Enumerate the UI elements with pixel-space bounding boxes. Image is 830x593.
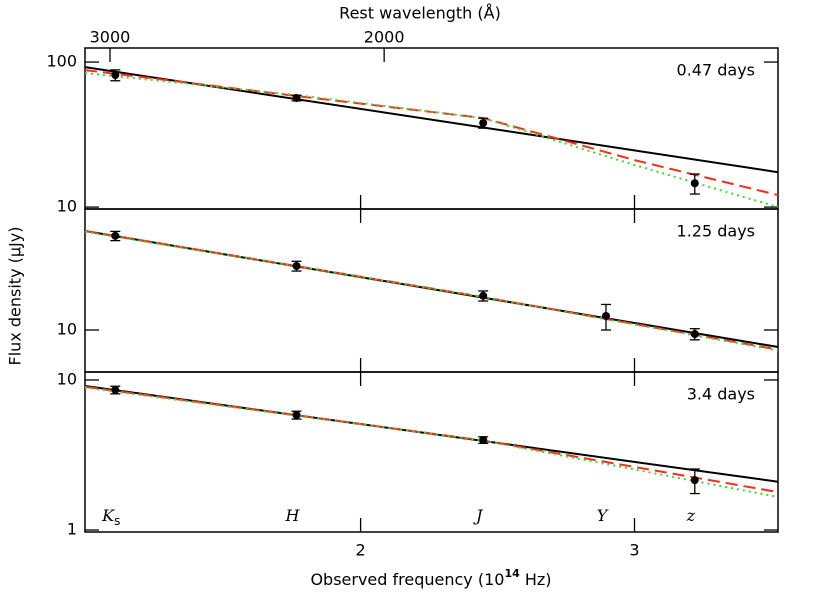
data-point xyxy=(479,436,488,445)
band-name: K xyxy=(101,506,115,525)
panel-frame xyxy=(84,208,779,373)
data-point xyxy=(292,411,301,420)
y-tick-label: 10 xyxy=(57,197,77,216)
y-tick-label: 10 xyxy=(57,369,77,388)
x-tick-label: 3 xyxy=(629,541,639,560)
band-name: z xyxy=(686,506,696,525)
x-tick-label: 2 xyxy=(356,541,366,560)
panel-frame xyxy=(84,47,779,210)
x-title-part: Hz) xyxy=(520,570,552,589)
y-tick-label: 10 xyxy=(57,319,77,338)
data-point xyxy=(690,476,699,485)
data-point xyxy=(479,118,488,127)
x2-axis-title: Rest wavelength (Å) xyxy=(339,4,501,23)
x-title-part: Observed frequency (10 xyxy=(310,570,504,589)
data-point xyxy=(111,71,120,80)
panel-label: 1.25 days xyxy=(677,222,755,241)
x-title-sup: 14 xyxy=(504,567,520,580)
data-point xyxy=(111,385,120,394)
band-sub: s xyxy=(114,514,120,528)
band-name: J xyxy=(473,506,484,525)
band-label: J xyxy=(473,506,484,525)
data-point xyxy=(690,179,699,188)
model-line xyxy=(84,230,779,352)
band-name: H xyxy=(285,506,301,525)
data-point xyxy=(601,311,610,320)
y-tick-label: 100 xyxy=(46,52,77,71)
band-label: Y xyxy=(597,506,609,525)
y-tick-label: 1 xyxy=(67,520,77,539)
model-line xyxy=(84,386,779,498)
band-label: H xyxy=(285,506,301,525)
band-label: Ks xyxy=(101,506,120,528)
y-axis-title: Flux density (μJy) xyxy=(6,227,25,366)
data-point xyxy=(690,330,699,339)
data-point xyxy=(111,231,120,240)
x2-tick-label: 2000 xyxy=(364,28,405,47)
data-point xyxy=(292,261,301,270)
model-line xyxy=(84,66,779,174)
data-point xyxy=(292,94,301,103)
x-axis-title: Observed frequency (1014 Hz) xyxy=(310,567,551,589)
panel-label: 0.47 days xyxy=(677,61,755,80)
x2-tick-label: 3000 xyxy=(90,28,131,47)
band-label: z xyxy=(686,506,696,525)
panel-frame xyxy=(84,371,779,533)
panel-label: 3.4 days xyxy=(687,385,755,404)
model-line xyxy=(84,72,779,209)
data-point xyxy=(479,291,488,300)
band-name: Y xyxy=(597,506,609,525)
